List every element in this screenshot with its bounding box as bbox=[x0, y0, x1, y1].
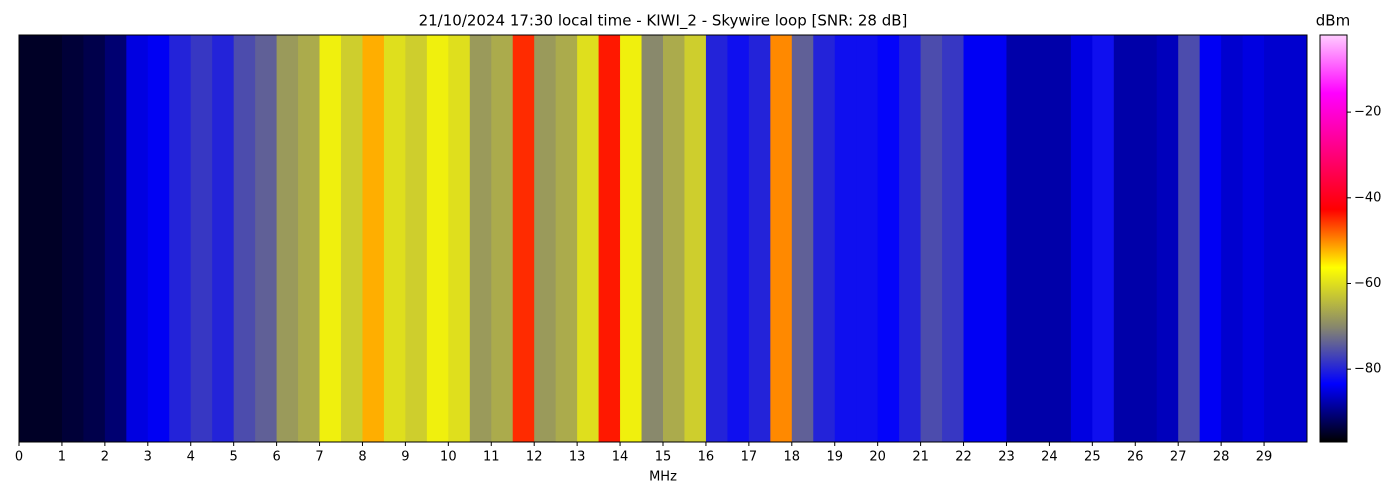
spectrum-cell bbox=[1135, 35, 1158, 442]
spectrum-cell bbox=[856, 35, 879, 442]
spectrum-cell bbox=[770, 35, 793, 442]
spectrum-cell bbox=[1006, 35, 1029, 442]
spectrum-cell bbox=[727, 35, 750, 442]
spectrum-cell bbox=[705, 35, 728, 442]
spectrum-cell bbox=[448, 35, 471, 442]
spectrum-cell bbox=[319, 35, 342, 442]
spectrum-cell bbox=[190, 35, 213, 442]
spectrum-cell bbox=[1113, 35, 1136, 442]
spectrum-cell bbox=[19, 35, 41, 442]
spectrum-cell bbox=[620, 35, 643, 442]
spectrum-cell bbox=[1070, 35, 1093, 442]
spectrum-cell bbox=[362, 35, 385, 442]
spectrum-cell bbox=[1092, 35, 1115, 442]
spectrum-cell bbox=[383, 35, 406, 442]
spectrum-cell bbox=[641, 35, 664, 442]
x-tick-label: 9 bbox=[401, 450, 409, 465]
spectrum-cell bbox=[684, 35, 707, 442]
spectrum-cell bbox=[83, 35, 106, 442]
spectrum-cell bbox=[1285, 35, 1308, 442]
spectrum-cell bbox=[512, 35, 535, 442]
x-tick-label: 0 bbox=[15, 450, 23, 465]
spectrum-cell bbox=[212, 35, 235, 442]
spectrum-cell bbox=[233, 35, 256, 442]
spectrum-cell bbox=[663, 35, 685, 442]
spectrum-cell bbox=[276, 35, 299, 442]
spectrum-cell bbox=[1242, 35, 1265, 442]
spectrum-cell bbox=[598, 35, 621, 442]
colorbar-tick-label: −80 bbox=[1354, 362, 1381, 377]
x-tick-label: 3 bbox=[144, 450, 152, 465]
spectrum-cell bbox=[147, 35, 170, 442]
x-tick-label: 11 bbox=[483, 450, 500, 465]
spectrum-cell bbox=[104, 35, 127, 442]
spectrum-cell bbox=[748, 35, 771, 442]
x-tick-label: 24 bbox=[1041, 450, 1058, 465]
spectrum-cell bbox=[469, 35, 492, 442]
x-tick-label: 15 bbox=[655, 450, 672, 465]
x-tick-label: 22 bbox=[955, 450, 972, 465]
x-tick-label: 8 bbox=[358, 450, 366, 465]
colorbar-tick-label: −20 bbox=[1354, 105, 1381, 120]
x-tick-label: 25 bbox=[1084, 450, 1101, 465]
x-tick-label: 27 bbox=[1170, 450, 1187, 465]
spectrum-cell bbox=[577, 35, 600, 442]
colorbar-label: dBm bbox=[1316, 12, 1350, 30]
colorbar-tick-label: −60 bbox=[1354, 276, 1381, 291]
spectrum-cell bbox=[963, 35, 986, 442]
x-tick-label: 13 bbox=[569, 450, 586, 465]
spectrum-cell bbox=[169, 35, 192, 442]
chart-title: 21/10/2024 17:30 local time - KIWI_2 - S… bbox=[419, 12, 908, 31]
spectrum-cell bbox=[942, 35, 965, 442]
spectrum-cell bbox=[426, 35, 449, 442]
spectrum-cell bbox=[534, 35, 557, 442]
colorbar-tick-label: −40 bbox=[1354, 190, 1381, 205]
spectrum-cell bbox=[298, 35, 321, 442]
x-tick-label: 26 bbox=[1127, 450, 1144, 465]
x-axis-label: MHz bbox=[649, 470, 677, 485]
colorbar bbox=[1319, 34, 1348, 443]
spectrum-cell bbox=[61, 35, 84, 442]
spectrum-cell bbox=[555, 35, 578, 442]
x-tick-label: 28 bbox=[1213, 450, 1230, 465]
x-tick-label: 19 bbox=[826, 450, 843, 465]
spectrum-cell bbox=[255, 35, 278, 442]
spectrum-cell bbox=[813, 35, 836, 442]
x-tick-label: 5 bbox=[230, 450, 238, 465]
spectrum-cell bbox=[40, 35, 63, 442]
x-tick-label: 6 bbox=[272, 450, 280, 465]
x-tick-label: 10 bbox=[440, 450, 457, 465]
spectrum-cell bbox=[1178, 35, 1201, 442]
x-tick-label: 7 bbox=[315, 450, 323, 465]
spectrum-cell bbox=[1221, 35, 1244, 442]
spectrum-cell bbox=[920, 35, 943, 442]
spectrum-cell bbox=[1156, 35, 1179, 442]
spectrum-cell bbox=[834, 35, 857, 442]
x-tick-label: 17 bbox=[741, 450, 758, 465]
spectrum-cell bbox=[985, 35, 1007, 442]
x-tick-label: 14 bbox=[612, 450, 629, 465]
x-tick-label: 20 bbox=[869, 450, 886, 465]
spectrum-cell bbox=[405, 35, 428, 442]
spectrum-cell bbox=[899, 35, 922, 442]
spectrum-cell bbox=[1049, 35, 1072, 442]
spectrum-cell bbox=[126, 35, 149, 442]
spectrum-cell bbox=[341, 35, 363, 442]
x-tick-label: 2 bbox=[101, 450, 109, 465]
x-tick-label: 23 bbox=[998, 450, 1015, 465]
spectrum-cell bbox=[877, 35, 900, 442]
x-tick-label: 29 bbox=[1256, 450, 1273, 465]
x-tick-label: 18 bbox=[784, 450, 801, 465]
x-tick-label: 1 bbox=[58, 450, 66, 465]
x-tick-label: 4 bbox=[187, 450, 195, 465]
spectrum-cell bbox=[1264, 35, 1287, 442]
spectrum-cell bbox=[1199, 35, 1222, 442]
x-tick-label: 16 bbox=[698, 450, 715, 465]
spectrum-cell bbox=[791, 35, 814, 442]
x-tick-label: 21 bbox=[912, 450, 929, 465]
spectrum-cell bbox=[491, 35, 514, 442]
spectrum-cell bbox=[1027, 35, 1050, 442]
x-tick-label: 12 bbox=[526, 450, 543, 465]
